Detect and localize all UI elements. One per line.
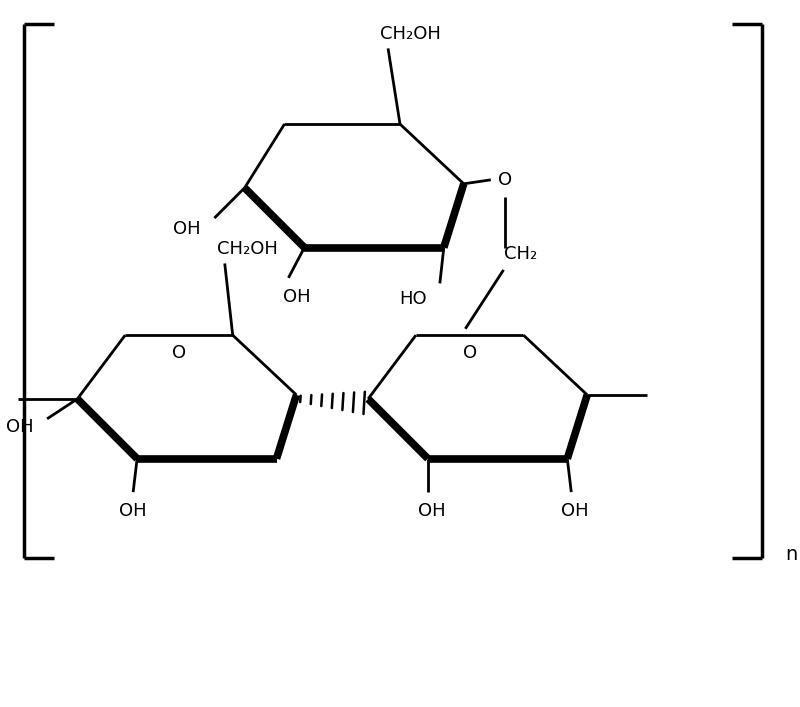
Text: OH: OH bbox=[6, 418, 34, 436]
Text: OH: OH bbox=[119, 502, 147, 520]
Text: n: n bbox=[785, 545, 797, 563]
Text: CH₂OH: CH₂OH bbox=[217, 240, 278, 258]
Text: O: O bbox=[498, 171, 512, 189]
Text: CH₂OH: CH₂OH bbox=[380, 25, 441, 43]
Text: O: O bbox=[463, 344, 477, 362]
Text: OH: OH bbox=[418, 502, 446, 520]
Text: OH: OH bbox=[282, 288, 310, 306]
Text: OH: OH bbox=[562, 502, 589, 520]
Text: HO: HO bbox=[400, 291, 427, 308]
Text: OH: OH bbox=[174, 220, 201, 238]
Text: CH₂: CH₂ bbox=[505, 245, 538, 263]
Text: O: O bbox=[172, 344, 186, 362]
